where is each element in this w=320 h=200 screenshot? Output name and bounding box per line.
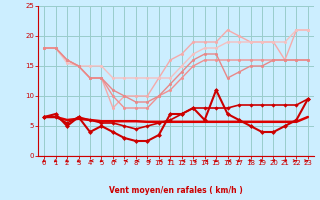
X-axis label: Vent moyen/en rafales ( km/h ): Vent moyen/en rafales ( km/h ) <box>109 186 243 195</box>
